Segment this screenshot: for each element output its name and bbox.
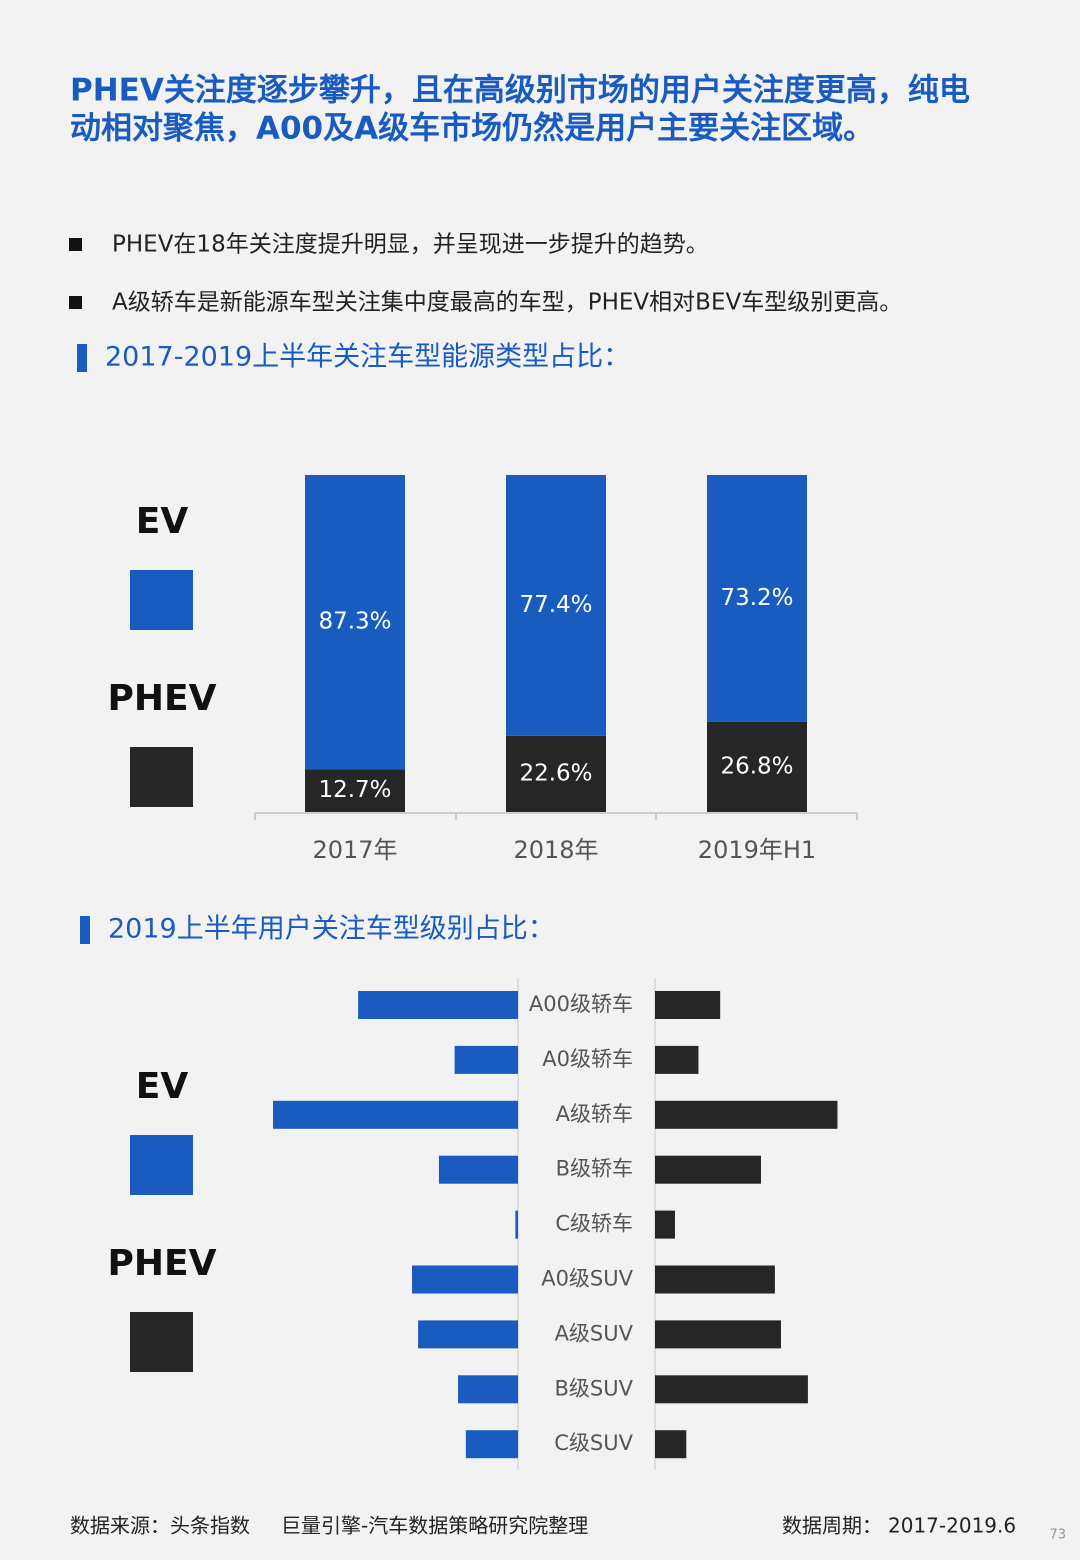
x-tick-label: 2019年H1 (698, 836, 816, 864)
bar (655, 1375, 808, 1404)
category-label: C级SUV (554, 1431, 633, 1455)
legend-swatch (130, 1312, 193, 1372)
bullet-text: A级轿车是新能源车型关注集中度最高的车型，PHEV相对BEV车型级别更高。 (112, 290, 902, 316)
bar (358, 991, 518, 1019)
bar-segment (506, 735, 606, 812)
bar-segment (305, 769, 405, 812)
bar-segment (506, 475, 606, 736)
footer-period-label: 数据周期： (782, 1514, 882, 1538)
bar (655, 1210, 675, 1239)
value-label: 87.3% (318, 609, 391, 635)
category-label: C级轿车 (555, 1212, 633, 1236)
value-label: 77.4% (519, 592, 592, 618)
category-label: A0级SUV (541, 1267, 633, 1291)
legend-swatch (130, 570, 193, 630)
legend-label: EV (136, 1066, 189, 1107)
value-label: 26.8% (720, 753, 793, 779)
bullet-icon (69, 238, 82, 251)
category-label: B级轿车 (556, 1157, 633, 1181)
category-label: A级SUV (555, 1321, 634, 1345)
section-title: 2017-2019上半年关注车型能源类型占比： (105, 342, 630, 373)
bar (412, 1265, 518, 1294)
section-marker (80, 916, 90, 944)
bar (655, 1430, 687, 1459)
x-tick-label: 2017年 (312, 836, 397, 864)
footer-period: 2017-2019.6 (888, 1514, 1016, 1538)
bar (273, 1100, 518, 1129)
section-marker (77, 344, 87, 372)
section-title: 2019上半年用户关注车型级别占比： (108, 914, 555, 945)
bullet-icon (69, 296, 82, 309)
legend-swatch (130, 747, 193, 807)
bar (458, 1375, 518, 1404)
bar (655, 1045, 699, 1074)
bar (438, 1155, 518, 1184)
bar (418, 1320, 518, 1349)
bar (465, 1430, 518, 1459)
legend-swatch (130, 1135, 193, 1195)
page-title: 动相对聚焦，A00及A级车市场仍然是用户主要关注区域。 (70, 111, 874, 147)
page-title: PHEV关注度逐步攀升，且在高级别市场的用户关注度更高，纯电 (70, 73, 970, 109)
x-tick-label: 2018年 (513, 836, 598, 864)
bar (655, 1100, 838, 1129)
bar (655, 1320, 781, 1349)
footer-credit: 巨量引擎-汽车数据策略研究院整理 (281, 1514, 588, 1538)
category-label: A级轿车 (556, 1102, 633, 1126)
bar (515, 1210, 518, 1239)
page-number: 73 (1049, 1528, 1066, 1543)
category-label: B级SUV (555, 1376, 634, 1400)
category-label: A0级轿车 (542, 1047, 633, 1071)
category-label: A00级轿车 (529, 992, 633, 1016)
value-label: 12.7% (318, 777, 391, 803)
footer-source: 数据来源：头条指数 (70, 1514, 250, 1538)
value-label: 73.2% (720, 585, 793, 611)
bullet-text: PHEV在18年关注度提升明显，并呈现进一步提升的趋势。 (112, 232, 709, 258)
bar-segment (707, 475, 807, 722)
bar-segment (305, 475, 405, 770)
legend-label: PHEV (108, 678, 217, 719)
bar-segment (707, 721, 807, 812)
value-label: 22.6% (519, 760, 592, 786)
legend-label: EV (136, 501, 189, 542)
bar (454, 1045, 518, 1074)
bar (655, 1155, 761, 1184)
bar (655, 1265, 775, 1294)
legend-label: PHEV (108, 1243, 217, 1284)
bar (655, 991, 721, 1019)
